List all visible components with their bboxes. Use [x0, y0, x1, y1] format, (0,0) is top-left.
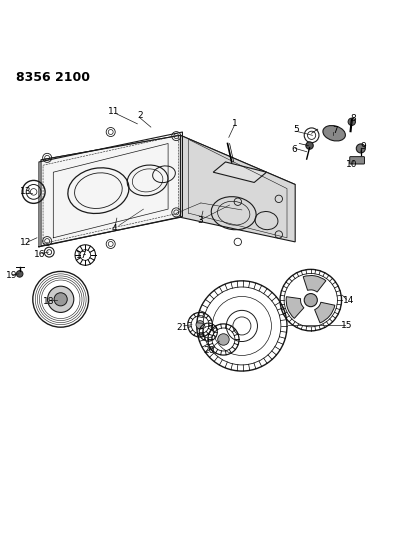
- Text: 6: 6: [291, 145, 297, 154]
- Text: 14: 14: [342, 296, 353, 305]
- Text: 16: 16: [34, 249, 46, 259]
- Circle shape: [47, 286, 74, 312]
- Text: 13: 13: [20, 188, 31, 196]
- Circle shape: [355, 144, 364, 153]
- Wedge shape: [302, 276, 325, 292]
- Circle shape: [305, 142, 312, 149]
- Text: 18: 18: [43, 297, 55, 306]
- Text: 12: 12: [20, 238, 31, 247]
- Text: 5: 5: [292, 125, 298, 134]
- Circle shape: [347, 118, 355, 125]
- Circle shape: [54, 293, 67, 306]
- Circle shape: [196, 321, 204, 329]
- Circle shape: [217, 334, 229, 345]
- Text: 4: 4: [111, 224, 117, 233]
- Ellipse shape: [322, 126, 344, 141]
- Circle shape: [303, 294, 317, 306]
- Text: 11: 11: [108, 108, 119, 116]
- Circle shape: [16, 271, 23, 277]
- Polygon shape: [180, 135, 294, 242]
- Text: 8: 8: [350, 114, 355, 123]
- Text: 19: 19: [6, 271, 17, 280]
- Polygon shape: [41, 135, 180, 246]
- Wedge shape: [314, 302, 334, 323]
- Text: 1: 1: [231, 118, 237, 127]
- Polygon shape: [41, 135, 294, 217]
- FancyBboxPatch shape: [349, 157, 364, 164]
- Text: 7: 7: [332, 126, 337, 135]
- Text: 17: 17: [76, 251, 88, 260]
- Text: 20: 20: [203, 346, 214, 355]
- Text: 15: 15: [340, 321, 351, 330]
- Text: 8356 2100: 8356 2100: [16, 71, 90, 84]
- Text: 3: 3: [197, 216, 202, 225]
- Text: 21: 21: [176, 322, 188, 332]
- Text: 2: 2: [137, 111, 143, 120]
- Text: 9: 9: [359, 142, 365, 151]
- Text: 10: 10: [345, 160, 357, 169]
- Polygon shape: [213, 162, 266, 182]
- Wedge shape: [285, 297, 303, 318]
